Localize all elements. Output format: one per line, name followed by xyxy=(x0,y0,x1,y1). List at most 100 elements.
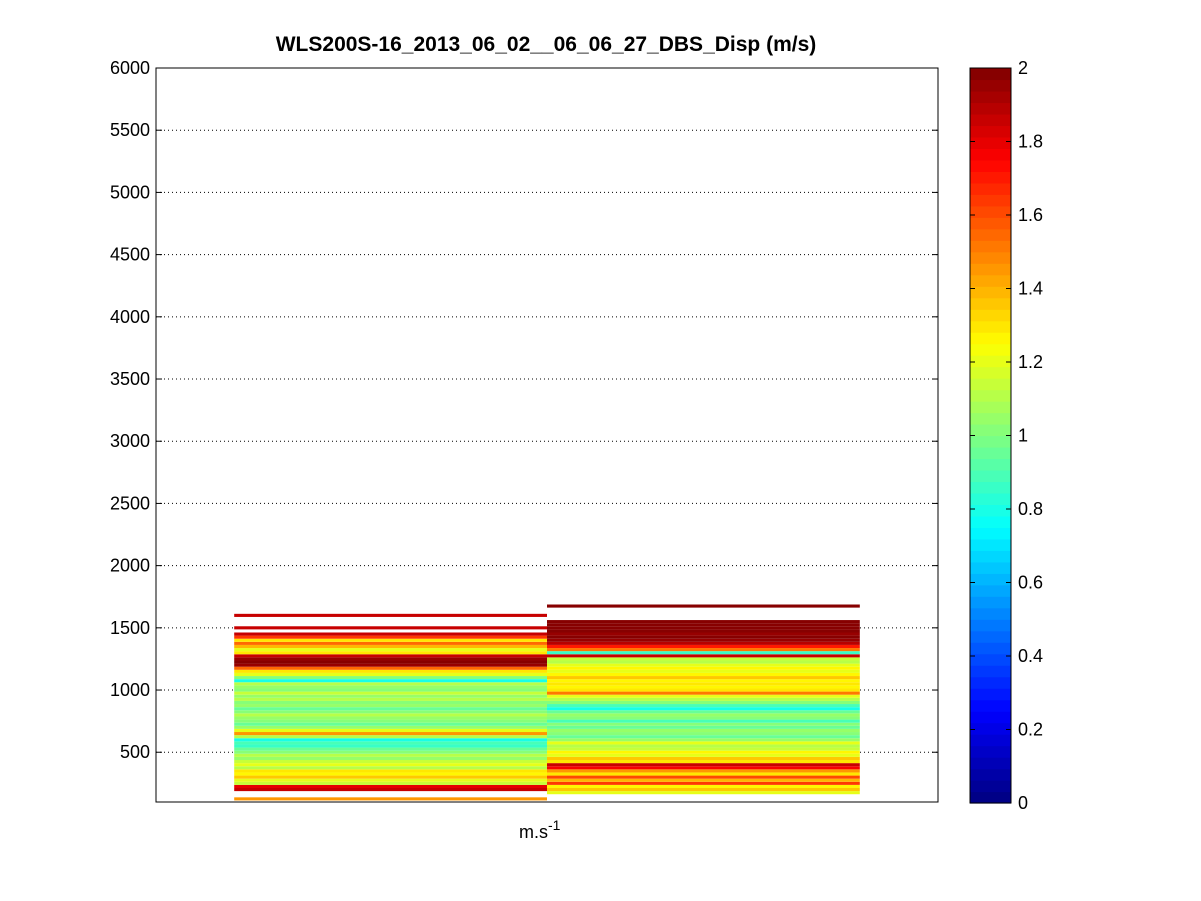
heatmap-cell xyxy=(234,781,547,785)
colorbar-swatch xyxy=(970,722,1011,735)
heatmap-cell xyxy=(234,672,547,677)
colorbar-swatch xyxy=(970,343,1011,356)
colorbar-swatch xyxy=(970,573,1011,586)
colorbar-swatch xyxy=(970,102,1011,115)
heatmap-cell xyxy=(234,725,547,729)
colorbar-tick-label: 1.4 xyxy=(1018,279,1043,299)
colorbar-swatch xyxy=(970,435,1011,448)
colorbar-swatch xyxy=(970,136,1011,149)
heatmap-cell xyxy=(547,788,860,792)
colorbar-swatch xyxy=(970,768,1011,781)
heatmap-cells xyxy=(234,604,860,801)
colorbar-swatch xyxy=(970,297,1011,310)
colorbar-swatch xyxy=(970,113,1011,127)
heatmap-cell xyxy=(234,697,547,701)
heatmap-cell xyxy=(234,626,547,630)
heatmap-cell xyxy=(547,750,860,754)
heatmap-cell xyxy=(234,707,547,711)
colorbar-swatch xyxy=(970,642,1011,655)
heatmap-cell xyxy=(547,638,860,642)
heatmap-cell xyxy=(547,728,860,733)
colorbar-swatch xyxy=(970,446,1011,460)
heatmap-cell xyxy=(547,663,860,667)
heatmap-cell xyxy=(547,756,860,761)
heatmap-cell xyxy=(234,744,547,748)
heatmap-cell xyxy=(547,635,860,639)
heatmap-cell xyxy=(547,620,860,624)
colorbar-swatch xyxy=(970,332,1011,345)
colorbar-swatch xyxy=(970,389,1011,402)
colorbar-swatch xyxy=(970,584,1011,597)
heatmap-cell xyxy=(547,707,860,711)
heatmap-cell xyxy=(547,769,860,773)
colorbar-tick-label: 0.8 xyxy=(1018,499,1043,519)
colorbar-swatch xyxy=(970,757,1011,770)
heatmap-cell xyxy=(234,797,547,801)
y-tick-label: 500 xyxy=(120,742,150,762)
y-tick-label: 1500 xyxy=(110,618,150,638)
heatmap-cell xyxy=(234,648,547,652)
heatmap-cell xyxy=(234,713,547,717)
heatmap-cell xyxy=(234,750,547,754)
heatmap-cell xyxy=(234,688,547,692)
heatmap-cell xyxy=(547,604,860,608)
heatmap-cell xyxy=(547,700,860,705)
heatmap-cell xyxy=(547,697,860,701)
heatmap-cell xyxy=(234,788,547,792)
colorbar-swatch xyxy=(970,596,1011,609)
heatmap-cell xyxy=(234,719,547,723)
heatmap-cell xyxy=(234,728,547,733)
y-tick-label: 6000 xyxy=(110,58,150,78)
colorbar-tick-label: 0.6 xyxy=(1018,573,1043,593)
colorbar-swatch xyxy=(970,458,1011,471)
heatmap-cell xyxy=(547,744,860,748)
heatmap-cell xyxy=(547,682,860,686)
colorbar-swatch xyxy=(970,538,1011,551)
heatmap-cell xyxy=(547,722,860,726)
colorbar-swatch xyxy=(970,561,1011,574)
colorbar-swatch xyxy=(970,550,1011,563)
colorbar-tick-label: 1 xyxy=(1018,426,1028,446)
colorbar-swatch xyxy=(970,665,1011,678)
y-tick-label: 1000 xyxy=(110,680,150,700)
colorbar-swatch xyxy=(970,366,1011,379)
colorbar-swatch xyxy=(970,653,1011,666)
heatmap-cell xyxy=(547,629,860,633)
heatmap-cell xyxy=(234,635,547,639)
y-tick-label: 2000 xyxy=(110,556,150,576)
colorbar-tick-label: 1.2 xyxy=(1018,352,1043,372)
y-tick-label: 4500 xyxy=(110,245,150,265)
heatmap-cell xyxy=(234,741,547,745)
heatmap-cell xyxy=(547,775,860,779)
y-tick-label: 5500 xyxy=(110,120,150,140)
heatmap-cell xyxy=(234,679,547,683)
colorbar-swatch xyxy=(970,251,1011,264)
colorbar-swatch xyxy=(970,125,1011,138)
colorbar-swatch xyxy=(970,492,1011,506)
heatmap-cell xyxy=(234,638,547,642)
colorbar-tick-label: 0.4 xyxy=(1018,646,1043,666)
colorbar-swatch xyxy=(970,630,1011,643)
colorbar-swatch xyxy=(970,68,1011,81)
y-tick-label: 3000 xyxy=(110,431,150,451)
heatmap-cell xyxy=(547,648,860,652)
heatmap-cell xyxy=(547,657,860,661)
colorbar-swatch xyxy=(970,780,1011,793)
colorbar-swatch xyxy=(970,286,1011,299)
colorbar-swatch xyxy=(970,159,1011,172)
colorbar-swatch xyxy=(970,515,1011,528)
heatmap-cell xyxy=(547,725,860,729)
heatmap-cell xyxy=(234,763,547,767)
heatmap-cell xyxy=(547,760,860,764)
y-tick-label: 4000 xyxy=(110,307,150,327)
heatmap-cell xyxy=(547,669,860,673)
chart-title: WLS200S-16_2013_06_02__06_06_27_DBS_Disp… xyxy=(276,33,817,56)
colorbar-swatch xyxy=(970,745,1011,758)
colorbar-tick-label: 1.8 xyxy=(1018,132,1043,152)
heatmap-cell xyxy=(547,632,860,636)
colorbar-swatch xyxy=(970,481,1011,494)
heatmap-cell xyxy=(234,654,547,658)
colorbar-swatch xyxy=(970,676,1011,689)
heatmap-cell xyxy=(234,747,547,751)
